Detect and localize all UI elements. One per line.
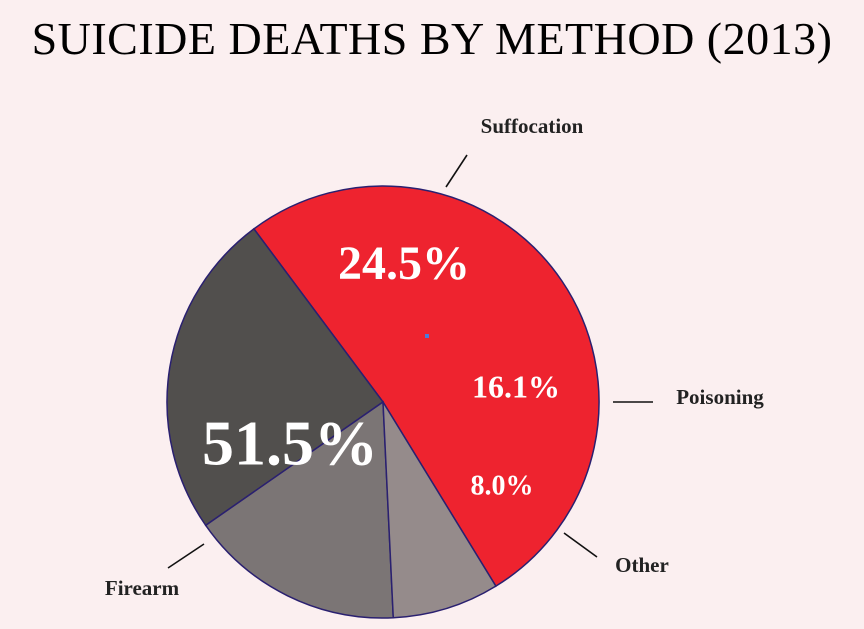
leader-line-suffocation [445,154,468,188]
data-label-firearm: 51.5% [202,408,378,479]
labels-layer: 51.5% Firearm 24.5% Suffocation 16.1% Poisoni… [105,114,764,600]
pie-slice-poisoning [204,400,395,619]
leader-line-firearm [167,543,205,569]
leader-lines-layer [167,154,653,569]
category-label-poisoning: Poisoning [676,385,764,409]
chart-title: SUICIDE DEATHS BY METHOD (2013) [31,13,833,64]
data-label-other: 8.0% [471,470,534,501]
pie-slice-firearm [252,185,600,588]
category-label-suffocation: Suffocation [481,114,584,138]
data-label-poisoning: 16.1% [472,368,560,404]
leader-line-other [563,532,598,558]
pie-slice-other [382,401,497,619]
category-label-other: Other [615,553,669,577]
data-label-suffocation: 24.5% [338,237,470,290]
category-label-firearm: Firearm [105,576,180,600]
slices-layer [166,185,600,619]
pie-slice-suffocation [166,227,385,527]
center-marker [425,334,429,338]
